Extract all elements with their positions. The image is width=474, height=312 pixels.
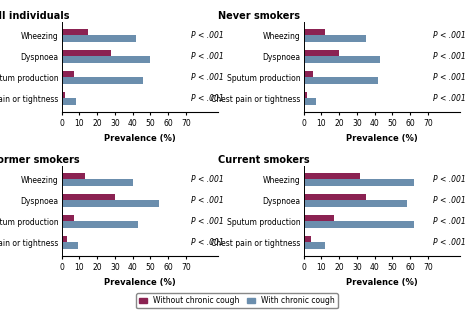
Bar xyxy=(62,56,150,63)
Text: P < .001: P < .001 xyxy=(191,238,224,247)
Bar xyxy=(304,50,339,56)
Bar xyxy=(304,200,407,207)
X-axis label: Prevalence (%): Prevalence (%) xyxy=(346,134,418,143)
Text: P < .001: P < .001 xyxy=(191,196,224,205)
X-axis label: Prevalence (%): Prevalence (%) xyxy=(104,134,175,143)
Bar xyxy=(304,194,366,200)
Bar xyxy=(62,77,143,84)
Text: P < .001: P < .001 xyxy=(191,73,224,82)
Bar xyxy=(304,36,366,42)
Text: P < .001: P < .001 xyxy=(191,94,224,103)
Bar xyxy=(62,173,85,179)
Text: P < .001: P < .001 xyxy=(433,94,466,103)
Text: P < .001: P < .001 xyxy=(191,52,224,61)
Bar xyxy=(62,50,111,56)
Text: P < .001: P < .001 xyxy=(433,31,466,40)
Bar xyxy=(304,242,325,249)
Bar xyxy=(304,173,360,179)
Text: P < .001: P < .001 xyxy=(191,175,224,184)
Bar xyxy=(62,221,138,228)
Text: P < .001: P < .001 xyxy=(191,217,224,226)
Bar xyxy=(62,242,78,249)
Text: P < .001: P < .001 xyxy=(433,73,466,82)
Bar xyxy=(62,29,88,36)
Bar xyxy=(304,56,380,63)
Bar xyxy=(62,236,67,242)
Bar xyxy=(304,71,312,77)
Bar xyxy=(62,179,133,186)
Bar xyxy=(62,215,74,221)
Text: Current smokers: Current smokers xyxy=(218,155,310,165)
Bar xyxy=(304,29,325,36)
Bar xyxy=(62,36,136,42)
Text: All individuals: All individuals xyxy=(0,11,70,21)
Text: P < .001: P < .001 xyxy=(191,31,224,40)
Text: P < .001: P < .001 xyxy=(433,175,466,184)
X-axis label: Prevalence (%): Prevalence (%) xyxy=(104,278,175,287)
Text: P < .001: P < .001 xyxy=(433,217,466,226)
Bar xyxy=(62,194,115,200)
Text: Never smokers: Never smokers xyxy=(218,11,300,21)
Bar xyxy=(304,221,414,228)
Bar xyxy=(62,71,74,77)
Text: P < .001: P < .001 xyxy=(433,196,466,205)
Bar xyxy=(304,91,307,98)
Legend: Without chronic cough, With chronic cough: Without chronic cough, With chronic coug… xyxy=(137,293,337,308)
Bar xyxy=(304,179,414,186)
Text: P < .001: P < .001 xyxy=(433,238,466,247)
X-axis label: Prevalence (%): Prevalence (%) xyxy=(346,278,418,287)
Bar xyxy=(62,200,159,207)
Text: P < .001: P < .001 xyxy=(433,52,466,61)
Bar xyxy=(62,91,65,98)
Bar xyxy=(304,98,316,105)
Bar xyxy=(304,215,334,221)
Bar xyxy=(304,236,311,242)
Bar xyxy=(304,77,378,84)
Text: Former smokers: Former smokers xyxy=(0,155,80,165)
Bar xyxy=(62,98,76,105)
